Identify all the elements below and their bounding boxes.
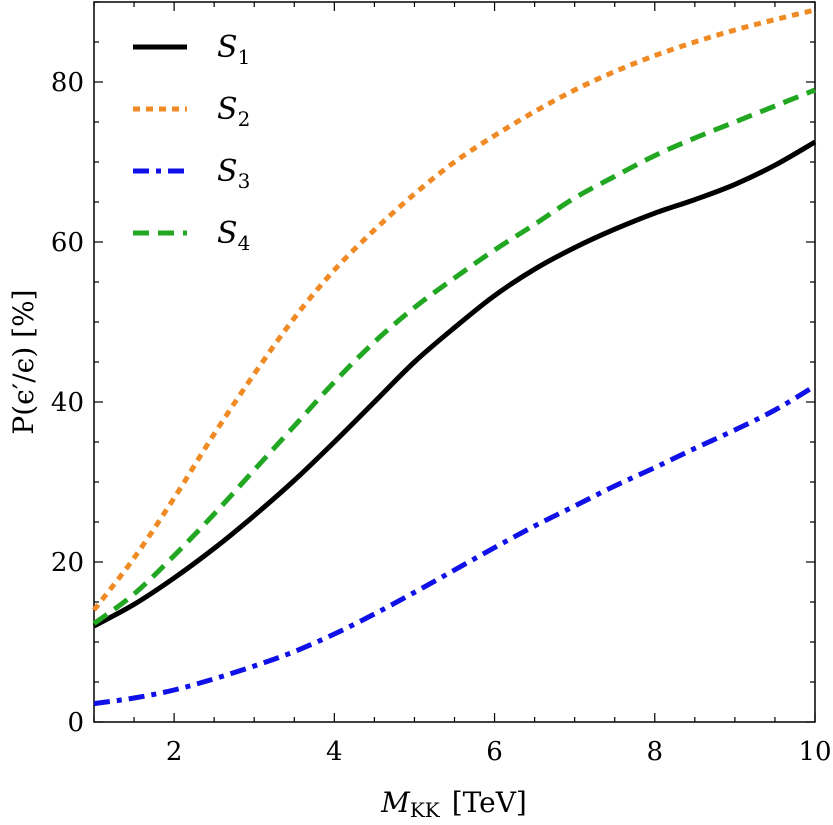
series-lines <box>92 7 817 707</box>
legend-label-s4: S4 <box>217 216 250 255</box>
y-tick-label: 40 <box>51 388 84 418</box>
axis-ticks: 2 4 6 8 10 0 20 40 60 80 <box>51 1 832 767</box>
legend-label-s3: S3 <box>217 154 250 193</box>
y-axis-label: P(ϵ′/ϵ) [%] <box>7 289 40 434</box>
series-line-s2 <box>92 7 816 612</box>
y-tick-label: 0 <box>67 708 84 738</box>
x-axis-label-main: M <box>380 786 411 819</box>
legend-label-s2: S2 <box>217 92 250 131</box>
plot-border <box>93 1 816 723</box>
y-tick-label: 60 <box>51 228 84 258</box>
x-tick-label: 8 <box>647 737 664 767</box>
x-tick-label: 10 <box>798 737 831 767</box>
y-tick-label: 20 <box>51 548 84 578</box>
x-tick-label: 2 <box>166 737 183 767</box>
plot-frame <box>93 1 816 723</box>
series-line-s1 <box>92 139 817 629</box>
x-tick-label: 6 <box>486 737 503 767</box>
y-tick-label: 80 <box>51 68 84 98</box>
series-line-s3 <box>93 383 817 707</box>
legend-label-s1: S1 <box>217 30 250 69</box>
legend: S1 S2 S3 S4 <box>133 30 250 255</box>
x-axis-label-unit: [TeV] <box>452 786 527 819</box>
series-line-s4 <box>92 87 816 626</box>
x-tick-label: 4 <box>326 737 343 767</box>
x-axis-label-sub: KK <box>410 798 441 822</box>
x-axis-label: MKK [TeV] <box>380 786 527 822</box>
